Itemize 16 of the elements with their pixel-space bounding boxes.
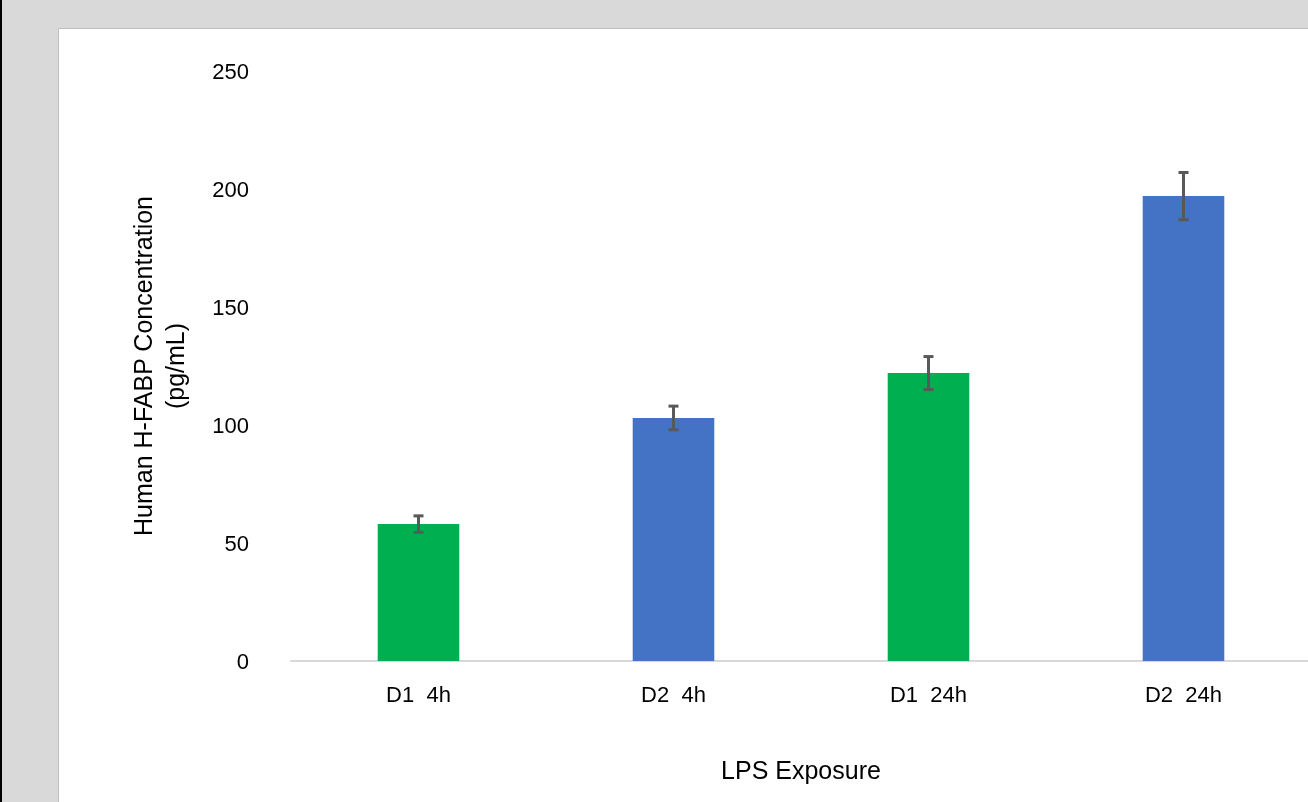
bar (887, 373, 970, 661)
y-tick-label: 200 (212, 176, 249, 202)
y-tick-label: 150 (212, 294, 249, 320)
x-tick-label: D1 4h (386, 681, 451, 707)
x-tick-label: D2 4h (641, 681, 706, 707)
y-tick-label: 100 (212, 412, 249, 438)
bar (632, 417, 715, 661)
y-tick-label: 0 (236, 648, 249, 674)
x-tick-label: D2 24h (1144, 681, 1223, 707)
bar (377, 524, 460, 661)
x-axis-title: LPS Exposure (721, 755, 881, 784)
y-axis-title: Human H-FABP Concentration (pg/mL) (129, 196, 189, 536)
y-tick-label: 250 (212, 58, 249, 84)
y-tick-label: 50 (224, 530, 249, 556)
x-tick-label: D1 24h (889, 681, 968, 707)
bar (1142, 196, 1225, 661)
